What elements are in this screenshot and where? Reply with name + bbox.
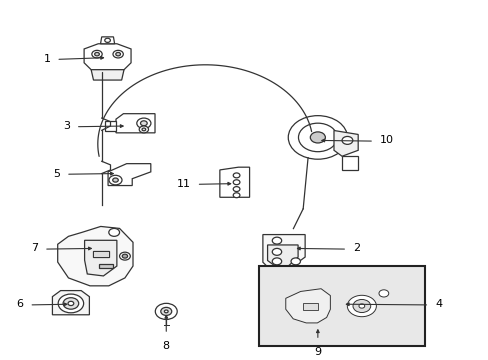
Text: 4: 4 [434,299,442,309]
Circle shape [139,126,148,133]
Text: 6: 6 [17,299,23,309]
Circle shape [68,301,74,306]
Circle shape [233,180,240,185]
Circle shape [142,128,145,131]
Polygon shape [220,167,249,197]
Circle shape [116,53,120,56]
Polygon shape [101,37,114,44]
Circle shape [63,298,79,309]
Bar [93,251,108,257]
Text: 11: 11 [176,179,190,189]
Circle shape [108,229,120,237]
Bar [99,264,113,268]
Circle shape [119,252,130,260]
Bar [303,303,318,310]
Polygon shape [58,226,133,286]
Polygon shape [263,235,305,269]
Text: 8: 8 [163,341,169,351]
Text: 10: 10 [379,135,393,145]
Circle shape [290,258,300,265]
Text: 5: 5 [53,168,60,179]
Circle shape [378,290,388,297]
Circle shape [113,50,123,58]
Text: 7: 7 [31,243,38,253]
Bar [93,251,108,257]
Circle shape [140,121,147,126]
Circle shape [352,300,370,312]
Circle shape [272,258,281,265]
Polygon shape [52,291,89,315]
Circle shape [95,53,99,56]
Circle shape [358,304,364,308]
Circle shape [233,173,240,178]
Text: 2: 2 [352,243,360,253]
Text: 9: 9 [314,347,321,357]
Circle shape [272,237,281,244]
Polygon shape [91,70,124,80]
Circle shape [346,295,376,317]
Circle shape [104,38,110,42]
Text: 3: 3 [63,121,70,131]
Circle shape [310,132,325,143]
Circle shape [341,136,352,144]
Circle shape [233,193,240,198]
Circle shape [109,175,122,185]
Circle shape [122,254,127,258]
Polygon shape [84,44,131,70]
Bar [259,266,425,346]
Polygon shape [267,245,298,266]
Circle shape [164,310,168,313]
Polygon shape [116,114,155,133]
Polygon shape [285,289,330,323]
Circle shape [288,116,346,159]
Circle shape [272,248,281,255]
Polygon shape [104,121,116,131]
Polygon shape [84,240,117,276]
Circle shape [58,294,83,313]
Circle shape [92,50,102,58]
Text: 1: 1 [43,54,50,64]
Polygon shape [341,156,357,170]
Circle shape [161,307,171,315]
Circle shape [137,118,151,129]
Circle shape [233,186,240,192]
Circle shape [155,303,177,319]
Circle shape [298,123,337,152]
Circle shape [112,178,118,182]
Polygon shape [333,131,357,156]
Polygon shape [108,164,150,185]
